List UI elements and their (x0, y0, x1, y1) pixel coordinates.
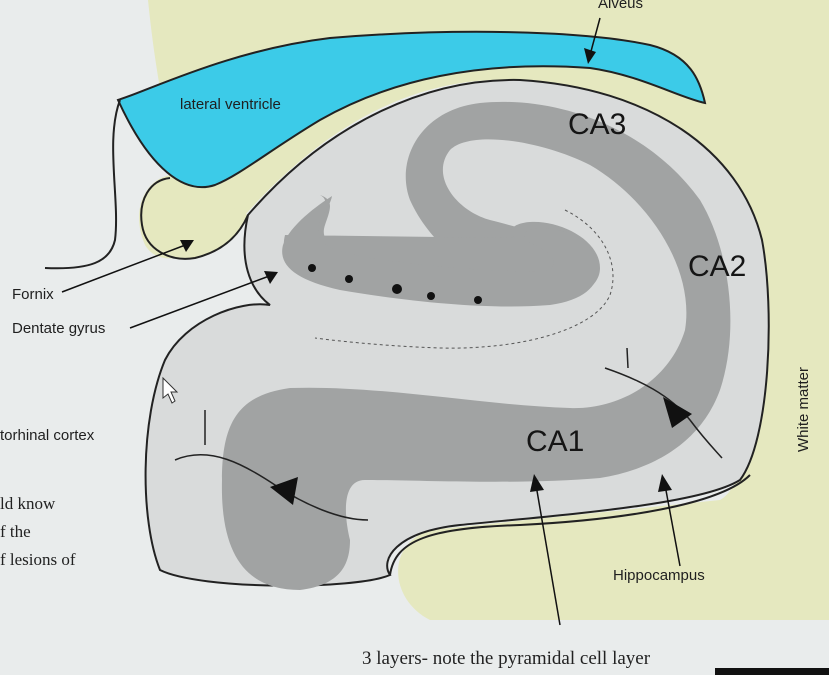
fornix-bulb (140, 177, 249, 260)
hippocampal-fissure (314, 209, 614, 349)
black-bar (715, 668, 829, 675)
white-matter-region (139, 0, 829, 620)
dentate-gyrus-shape (282, 196, 599, 307)
cell-dot (308, 264, 316, 272)
pyramidal-cell-layer (221, 101, 731, 590)
label-white-matter: White matter (795, 366, 812, 452)
label-ca3: CA3 (568, 108, 627, 141)
label-hippocampus: Hippocampus (613, 567, 705, 584)
label-ca2: CA2 (688, 250, 747, 283)
label-fornix: Fornix (12, 286, 54, 303)
cut-off-text-line: ld know (0, 494, 56, 513)
fornix-shape (44, 99, 121, 270)
label-dentate-gyrus: Dentate gyrus (12, 320, 106, 337)
neuron-triangle (663, 397, 692, 428)
cell-dot (392, 284, 402, 294)
neuron-triangle (270, 477, 298, 505)
cell-dot (427, 292, 435, 300)
cell-dot (345, 275, 353, 283)
pointer-arrows (61, 17, 681, 626)
label-alveus: Alveus (598, 0, 644, 12)
hippocampus-lower-outline (389, 474, 751, 576)
cell-dot (474, 296, 482, 304)
label-entorhinal-cortex: torhinal cortex (0, 427, 95, 444)
cursor-icon (162, 376, 179, 404)
caption: 3 layers- note the pyramidal cell layer (362, 648, 651, 669)
label-ca1: CA1 (526, 425, 585, 458)
lateral-ventricle-shape (116, 30, 707, 189)
cut-off-text-line: f lesions of (0, 550, 76, 569)
label-lateral-ventricle: lateral ventricle (180, 96, 281, 113)
cut-off-text-line: f the (0, 522, 31, 541)
neuron-ca1 (174, 410, 369, 521)
